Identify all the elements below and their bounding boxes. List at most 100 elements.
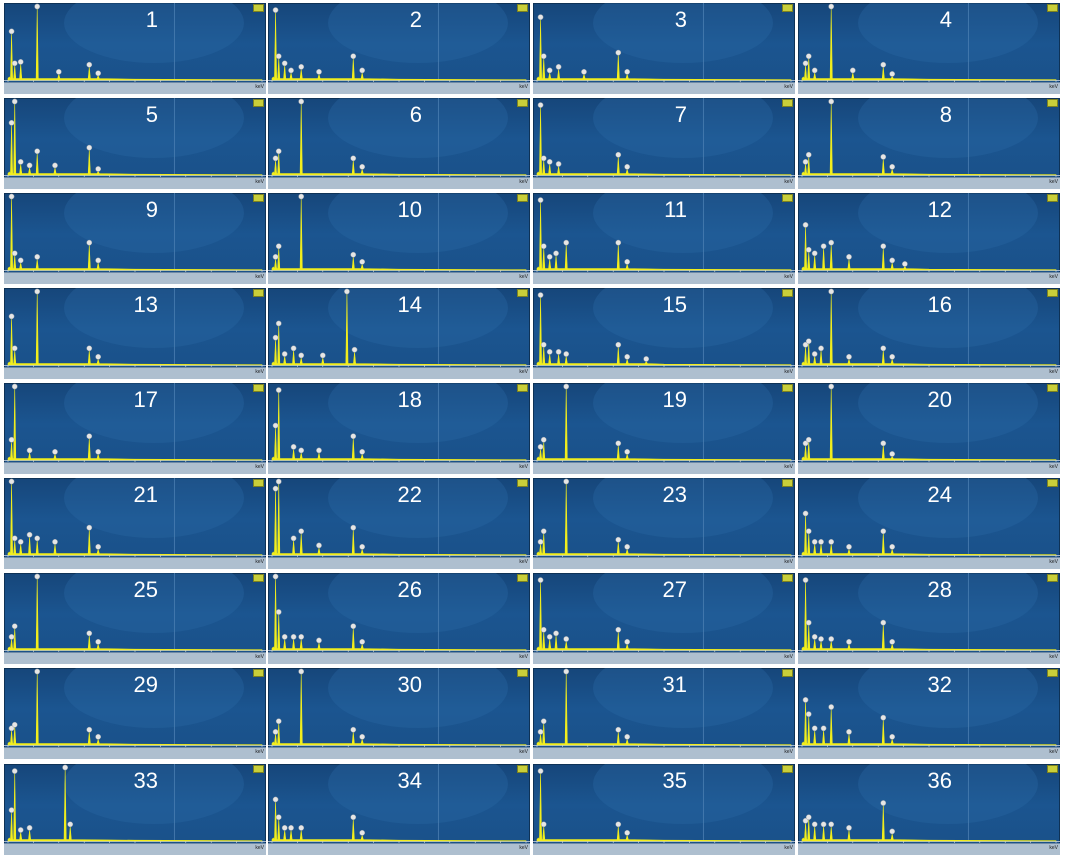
spectrum-panel: 02468101214161820keV24keV [798, 478, 1060, 569]
peak-marker [11, 98, 18, 105]
peak-marker [846, 254, 852, 260]
peak-marker [624, 448, 631, 455]
peak-marker [272, 796, 279, 803]
spectrum-plot: 02468101214161820keV [798, 668, 1060, 753]
peak-marker [563, 239, 570, 246]
spectrum-panel: 02468101214161820keV4 keV [798, 3, 1060, 94]
spectrum-trace [271, 801, 527, 842]
spectrum-panel: 02468101214161820keV11keV [533, 193, 795, 284]
peak-marker [26, 531, 33, 538]
spectrum-plot: 02468101214161820keV [4, 3, 266, 88]
peak-marker [828, 98, 835, 105]
background-glow [858, 383, 1038, 443]
status-bar: keV [268, 82, 530, 94]
peak-marker [288, 67, 294, 74]
panel-number: 33 [133, 768, 158, 793]
peak-marker [8, 119, 15, 126]
panel-number: 10 [397, 197, 422, 222]
peak-marker [86, 144, 93, 151]
spectrum-plot: 02468101214161820keV [268, 98, 530, 183]
peak-marker [537, 539, 544, 545]
corner-indicator-icon [782, 574, 793, 582]
status-bar: keV [798, 747, 1060, 759]
status-unit: keV [255, 749, 264, 755]
peak-marker [34, 668, 41, 675]
panel-number: 21 [133, 482, 158, 507]
peak-marker [624, 353, 631, 360]
peak-marker [802, 697, 809, 703]
background-glow [328, 764, 508, 824]
peak-marker [537, 14, 544, 20]
spectrum-plot: 02468101214161820keV [268, 383, 530, 468]
peak-marker [846, 543, 852, 550]
status-bar: keV [268, 367, 530, 379]
spectrum-trace [7, 673, 263, 746]
peak-marker [62, 764, 69, 771]
spectrum-panel: 02468101214161820keV27keV [533, 573, 795, 664]
corner-indicator-icon [782, 384, 793, 392]
peak-marker [11, 623, 18, 630]
background-glow [64, 764, 244, 824]
peak-marker [546, 254, 553, 260]
peak-marker [8, 313, 15, 320]
status-unit: keV [1049, 559, 1058, 565]
corner-indicator-icon [782, 194, 793, 202]
status-bar: keV [798, 652, 1060, 664]
peak-marker [298, 668, 305, 675]
spectrum-trace [271, 103, 527, 176]
corner-indicator-icon [253, 384, 264, 392]
background-glow [858, 478, 1038, 538]
spectrum-panel: 02468101214161820keV19keV [533, 383, 795, 474]
peak-marker [811, 539, 818, 545]
background-glow [593, 3, 773, 63]
spectrum-trace [801, 103, 1057, 176]
status-unit: keV [519, 84, 528, 90]
status-bar: keV [798, 843, 1060, 855]
spectrum-panel: 02468101214161820keV32 keV [798, 668, 1060, 759]
peak-marker [55, 68, 62, 75]
peak-marker [828, 821, 835, 828]
spectrum-panel: 02468101214161820keV31keV [533, 668, 795, 759]
peak-marker [8, 634, 15, 640]
peak-marker [828, 3, 835, 10]
peak-marker [275, 53, 282, 60]
peak-marker [95, 257, 102, 264]
spectrum-panel: 02468101214161820keV35keV [533, 764, 795, 855]
spectrum-panel: 02468101214161820keV21keV [4, 478, 266, 569]
peak-marker [805, 528, 812, 535]
corner-indicator-icon [517, 194, 528, 202]
spectrum-panel: 02468101214161820keV20keV [798, 383, 1060, 474]
peak-marker [615, 536, 622, 543]
peak-marker [34, 535, 41, 542]
spectrum-plot: 02468101214161820keV [798, 573, 1060, 658]
peak-marker [537, 768, 544, 774]
background-glow [858, 573, 1038, 633]
status-bar: keV [798, 557, 1060, 569]
peak-marker [802, 440, 809, 447]
peak-marker [95, 543, 102, 550]
peak-marker [272, 7, 279, 13]
spectrum-trace [536, 388, 792, 461]
peak-marker [298, 193, 305, 200]
status-bar: keV [533, 652, 795, 664]
peak-marker [537, 729, 544, 735]
corner-indicator-icon [517, 4, 528, 12]
peak-marker [624, 638, 631, 645]
spectrum-panel: 02468101214161820keV22keV [268, 478, 530, 569]
corner-indicator-icon [782, 765, 793, 773]
peak-marker [290, 345, 297, 352]
peak-marker [26, 825, 33, 831]
spectrum-panel: 02468101214161820keV10keV [268, 193, 530, 284]
peak-marker [849, 67, 856, 74]
corner-indicator-icon [1047, 4, 1058, 12]
peak-marker [889, 733, 896, 740]
panel-number: 5 [145, 102, 158, 127]
status-unit: keV [784, 274, 793, 280]
peak-marker [546, 634, 553, 640]
peak-marker [275, 814, 282, 821]
peak-marker [8, 436, 15, 443]
status-unit: keV [784, 845, 793, 851]
peak-marker [889, 451, 896, 457]
status-bar: keV [4, 747, 266, 759]
background-glow [64, 288, 244, 348]
